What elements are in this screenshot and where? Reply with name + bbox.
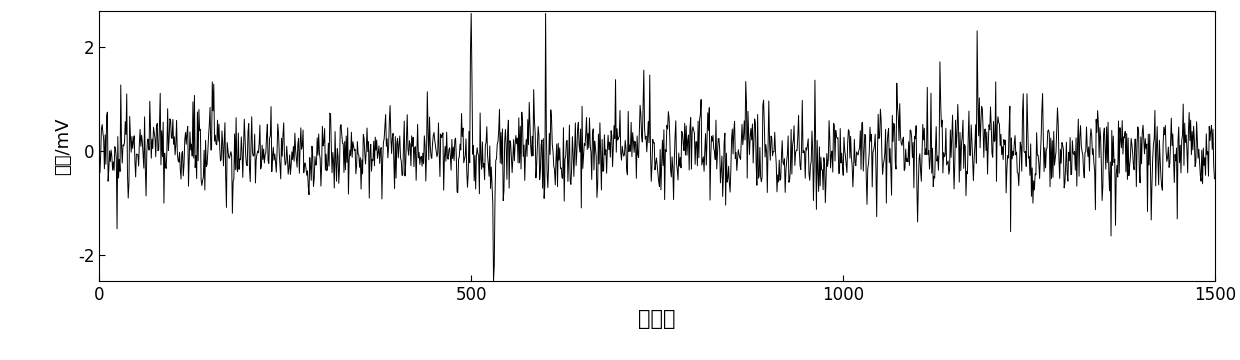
Y-axis label: 幅值/mV: 幅值/mV: [55, 117, 72, 175]
X-axis label: 采样点: 采样点: [639, 309, 676, 329]
